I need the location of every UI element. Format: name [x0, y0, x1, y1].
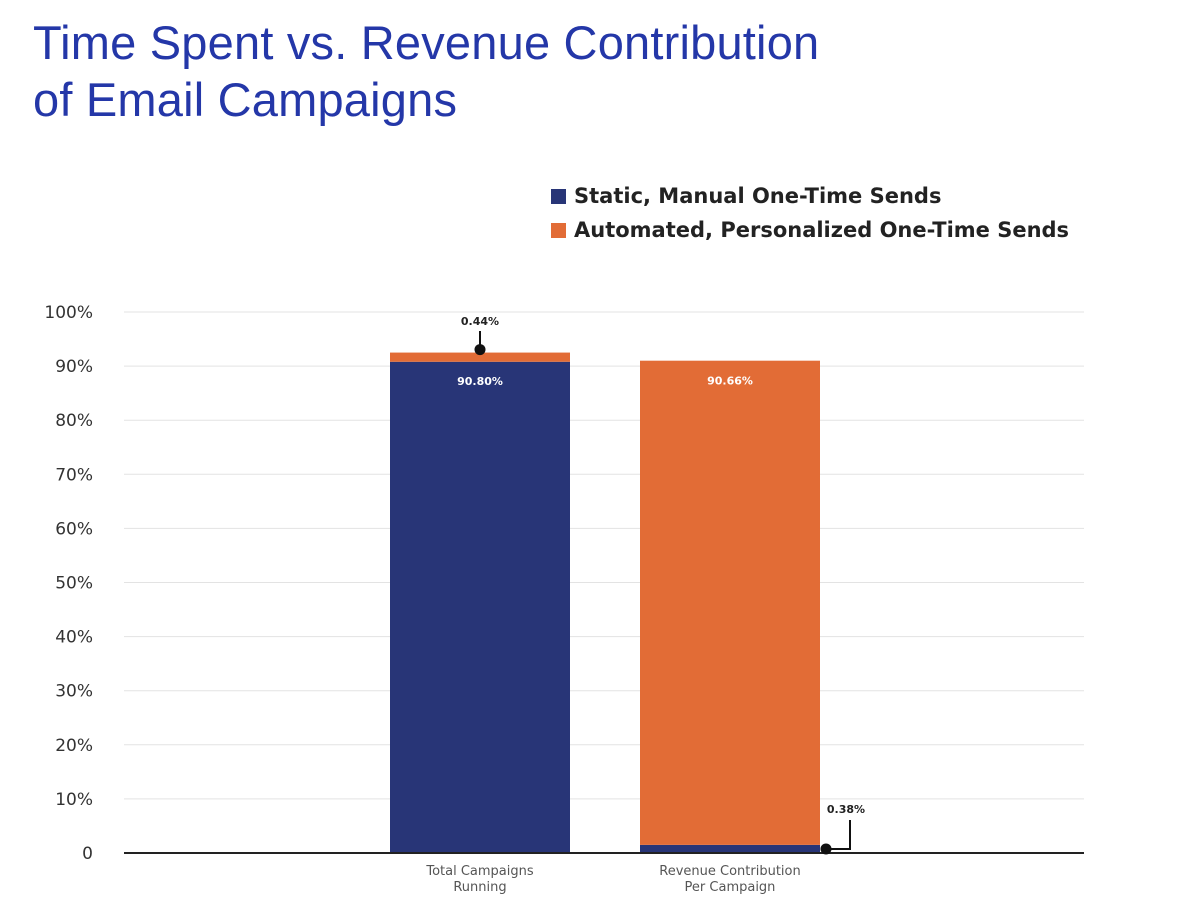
chart-title: Time Spent vs. Revenue Contribution of E… — [33, 14, 819, 128]
x-category-label: Running — [453, 880, 506, 895]
callout-dot-static-revenue — [820, 843, 832, 855]
gridlines — [124, 311, 1084, 800]
bars — [390, 352, 820, 853]
y-axis-ticks: 0 10% 20% 30% 40% 50% 60% 70% 80% 90% 100% — [44, 303, 93, 864]
y-tick-label: 80% — [55, 411, 93, 431]
data-label-automated-total: 0.44% — [461, 315, 499, 328]
bar-segment — [390, 361, 570, 853]
chart-title-line-2: of Email Campaigns — [33, 73, 458, 126]
x-category-label: Per Campaign — [685, 880, 776, 895]
y-tick-label: 50% — [55, 574, 93, 594]
y-tick-label: 30% — [55, 682, 93, 702]
legend-item-automated: Automated, Personalized One-Time Sends — [551, 213, 1069, 247]
data-labels: 90.80% 0.44% 90.66% 0.38% — [457, 315, 865, 855]
y-tick-label: 40% — [55, 628, 93, 648]
callout-dot-automated-total — [474, 344, 486, 356]
legend-item-static: Static, Manual One-Time Sends — [551, 179, 1069, 213]
data-label-static-total: 90.80% — [457, 375, 503, 388]
x-category-label: Total Campaigns — [425, 864, 534, 879]
chart-legend: Static, Manual One-Time Sends Automated,… — [551, 179, 1069, 247]
y-tick-label: 90% — [55, 357, 93, 377]
chart-title-line-1: Time Spent vs. Revenue Contribution — [33, 16, 820, 69]
legend-swatch-automated — [551, 222, 566, 238]
y-tick-label: 0 — [82, 844, 93, 864]
callout-line-static-revenue — [826, 820, 851, 850]
y-tick-label: 20% — [55, 736, 93, 756]
y-tick-label: 100% — [44, 303, 93, 323]
legend-label-automated: Automated, Personalized One-Time Sends — [574, 218, 1070, 242]
y-tick-label: 70% — [55, 465, 93, 485]
legend-label-static: Static, Manual One-Time Sends — [574, 184, 942, 208]
legend-swatch-static — [551, 188, 566, 204]
y-tick-label: 60% — [55, 519, 93, 539]
bar-segment — [640, 360, 820, 845]
data-label-static-revenue: 0.38% — [827, 803, 865, 816]
x-category-label: Revenue Contribution — [659, 864, 800, 879]
bar-segment — [390, 352, 570, 362]
data-label-automated-revenue: 90.66% — [707, 375, 753, 388]
y-tick-label: 10% — [55, 790, 93, 810]
bar-segment — [640, 844, 820, 853]
